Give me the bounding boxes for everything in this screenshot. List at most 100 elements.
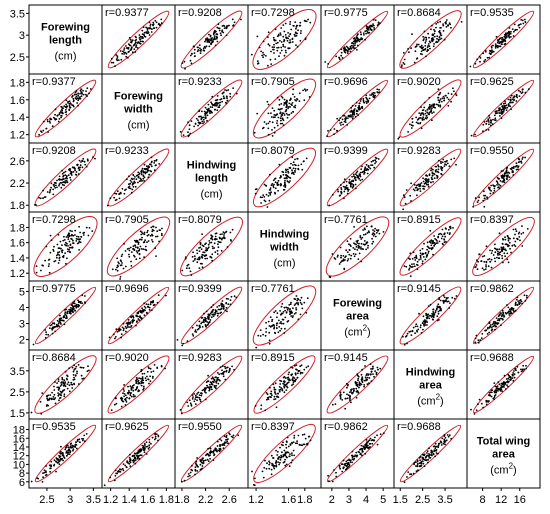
scatter-point: [216, 312, 219, 315]
scatter-point: [279, 34, 282, 36]
scatter-points: [328, 156, 380, 207]
scatter-point: [274, 393, 277, 395]
scatter-point: [278, 319, 280, 322]
scatter-point: [288, 176, 291, 179]
scatter-point: [214, 386, 217, 389]
scatter-point: [267, 43, 270, 46]
scatter-point: [220, 302, 223, 305]
scatter-point: [191, 333, 194, 335]
scatter-point: [283, 104, 285, 106]
variable-unit: (cm2): [344, 324, 370, 339]
scatter-point: [210, 237, 213, 240]
scatter-point: [74, 309, 76, 312]
scatter-point: [144, 172, 147, 175]
scatter-point: [225, 302, 228, 304]
scatter-point: [443, 97, 446, 100]
scatter-point: [347, 190, 349, 192]
scatter-points: [403, 225, 454, 277]
scatter-point: [298, 100, 301, 102]
scatter-point: [297, 372, 299, 375]
scatter-point: [346, 386, 348, 389]
scatter-point: [144, 444, 146, 446]
scatter-point: [148, 444, 151, 447]
scatter-point: [136, 241, 139, 243]
scatter-point: [502, 311, 504, 314]
scatter-point: [476, 268, 479, 271]
scatter-point: [490, 184, 492, 187]
scatter-point: [426, 241, 429, 244]
scatter-point: [490, 252, 493, 255]
scatter-point: [343, 181, 345, 184]
scatter-point: [525, 367, 528, 370]
scatter-point: [356, 454, 359, 457]
scatter-point: [421, 322, 424, 324]
scatter-point: [345, 116, 347, 118]
scatter-point: [209, 256, 212, 258]
scatter-point: [339, 58, 341, 61]
scatter-point: [82, 93, 85, 96]
scatter-point: [61, 244, 63, 247]
scatter-point: [379, 22, 381, 25]
scatter-point: [288, 35, 290, 37]
scatter-point: [263, 121, 266, 123]
scatter-point: [342, 123, 344, 126]
scatter-point: [49, 470, 52, 473]
scatter-point: [122, 267, 125, 270]
scatter-point: [266, 100, 269, 103]
scatter-point: [147, 366, 150, 368]
scatter-point: [289, 98, 292, 101]
scatter-point: [207, 243, 210, 246]
scatter-point: [514, 228, 517, 231]
scatter-point: [378, 232, 381, 235]
scatter-point: [367, 230, 370, 233]
scatter-point: [353, 455, 356, 458]
scatter-point: [207, 454, 210, 456]
scatter-point: [140, 368, 143, 371]
scatter-point: [127, 392, 130, 395]
scatter-point: [409, 330, 412, 333]
scatter-point: [229, 95, 232, 98]
scatter-point: [509, 310, 512, 312]
scatter-point: [437, 21, 439, 24]
scatter-point: [199, 122, 202, 125]
scatter-point: [352, 458, 354, 461]
scatter-point: [286, 177, 288, 180]
scatter-point: [187, 263, 190, 266]
scatter-point: [439, 34, 442, 36]
scatter-point: [367, 168, 370, 171]
scatter-point: [207, 380, 210, 383]
scatter-point: [355, 390, 358, 393]
scatter-point: [220, 249, 223, 252]
scatter-point: [440, 444, 443, 446]
scatter-point: [498, 388, 501, 391]
cell-1-6: r=0.9625: [466, 73, 541, 144]
scatter-point: [413, 189, 416, 192]
scatter-point: [207, 460, 210, 462]
scatter-point: [411, 117, 414, 120]
scatter-point: [416, 194, 418, 197]
scatter-points: [108, 294, 167, 340]
scatter-point: [78, 301, 81, 303]
scatter-point: [148, 163, 151, 166]
scatter-point: [106, 204, 109, 207]
scatter-point: [59, 240, 62, 243]
scatter-point: [159, 24, 162, 26]
scatter-point: [257, 334, 260, 337]
scatter-point: [295, 295, 298, 297]
scatter-point: [144, 377, 147, 380]
scatter-point: [130, 265, 133, 267]
scatter-point: [306, 88, 309, 91]
scatter-point: [73, 369, 75, 371]
scatter-point: [71, 230, 73, 233]
scatter-point: [504, 40, 506, 43]
scatter-point: [137, 250, 140, 252]
scatter-point: [375, 371, 378, 374]
scatter-point: [359, 107, 361, 110]
scatter-point: [223, 435, 226, 437]
scatter-point: [492, 325, 495, 328]
scatter-point: [126, 326, 129, 328]
scatter-point: [131, 321, 134, 324]
scatter-point: [372, 94, 375, 96]
scatter-point: [275, 42, 278, 45]
scatter-point: [283, 30, 286, 33]
